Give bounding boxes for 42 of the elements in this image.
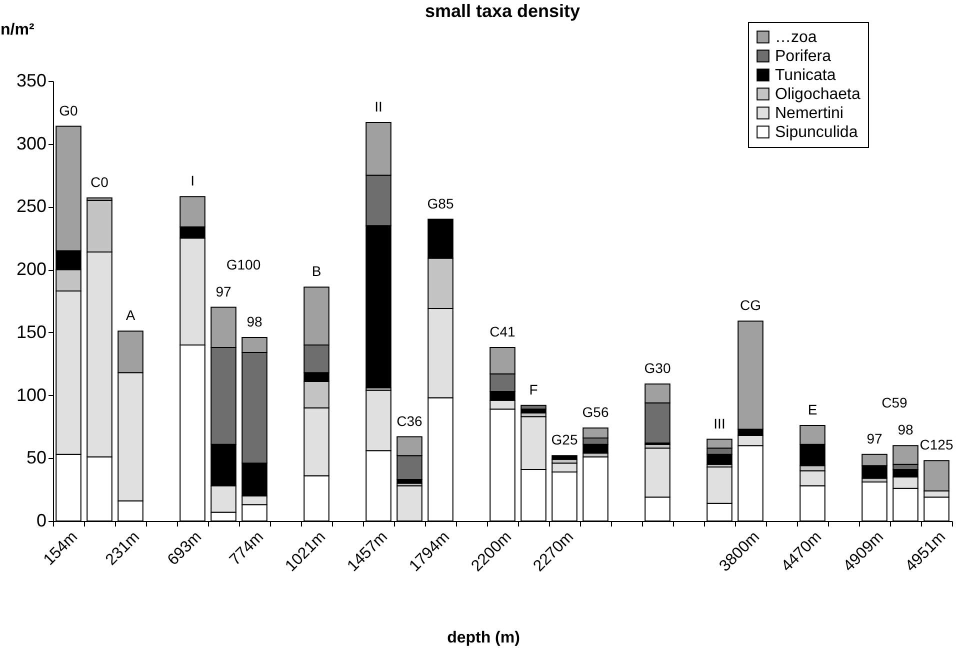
y-axis-title: n/m² <box>0 22 34 38</box>
y-tick-label: 350 <box>16 70 46 90</box>
legend-label: Oligochaeta <box>775 86 860 103</box>
annotation: 97 <box>866 430 882 446</box>
annotation: G85 <box>427 195 454 212</box>
annotation: B <box>312 263 322 280</box>
y-tick-label: 50 <box>26 448 46 468</box>
y-tick-label: 200 <box>16 259 46 280</box>
annotation: F <box>529 381 538 398</box>
annotation: 98 <box>246 313 262 330</box>
y-tick-label: 0 <box>36 510 46 530</box>
annotation: CG <box>740 297 761 314</box>
legend-label: Nemertini <box>775 105 844 122</box>
annotation: A <box>126 307 136 324</box>
chart-title: small taxa density <box>424 1 580 21</box>
annotation: C36 <box>396 412 423 429</box>
annotation: III <box>714 415 726 432</box>
annotation: C0 <box>90 174 109 190</box>
x-axis-title: depth (m) <box>447 630 520 646</box>
annotation: I <box>190 172 194 189</box>
annotation: G100 <box>226 256 261 272</box>
bar <box>520 404 546 410</box>
legend-label: Tunicata <box>775 67 836 84</box>
legend-label: Sipunculida <box>775 124 858 141</box>
annotation: G56 <box>582 404 609 420</box>
y-tick-label: 250 <box>16 196 46 216</box>
y-tick-label: 150 <box>16 322 46 342</box>
y-tick-label: 100 <box>16 384 46 405</box>
bar <box>552 455 578 460</box>
annotation: E <box>808 401 818 418</box>
annotation: 98 <box>898 422 914 438</box>
annotation: G0 <box>59 102 78 118</box>
annotation: II <box>374 98 382 114</box>
annotation: G30 <box>644 360 671 376</box>
annotation: C59 <box>882 394 908 411</box>
annotation: 97 <box>216 283 232 300</box>
y-tick-label: 300 <box>16 133 46 154</box>
legend-label: Porifera <box>775 48 832 65</box>
legend-label: …zoa <box>775 29 817 46</box>
annotation: G25 <box>551 432 578 448</box>
annotation: C125 <box>920 436 954 453</box>
annotation: C41 <box>490 324 516 340</box>
